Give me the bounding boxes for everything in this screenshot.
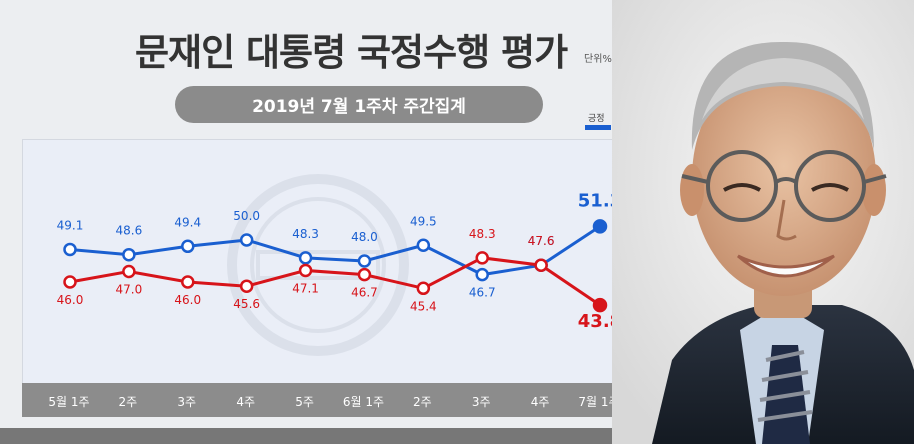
legend-positive-swatch	[585, 125, 611, 130]
series-positive-value-label: 49.5	[410, 214, 437, 228]
series-negative-point	[298, 263, 313, 278]
series-positive-value-label: 46.7	[469, 286, 496, 300]
series-positive-point	[298, 251, 313, 265]
legend-positive-label: 긍정	[588, 114, 605, 124]
series-positive-point	[239, 233, 254, 247]
series-negative-value-label: 46.0	[174, 293, 201, 307]
series-negative-point	[534, 258, 548, 272]
x-tick-label: 5주	[295, 395, 314, 409]
series-positive-point	[63, 242, 77, 257]
series-negative-point	[239, 279, 254, 293]
series-negative-value-label: 47.0	[116, 283, 143, 297]
series-positive-point	[181, 239, 195, 254]
series-negative-point	[592, 297, 608, 313]
series-positive-line	[69, 225, 601, 277]
subtitle-pill: 2019년 7월 1주차 주간집계	[175, 86, 543, 123]
series-negative-point	[63, 275, 77, 289]
x-tick-label: 3주	[177, 395, 196, 409]
series-positive-point	[357, 254, 372, 268]
series-negative-value-label: 47.6	[528, 234, 555, 248]
x-axis-band	[22, 383, 634, 417]
x-tick-label: 7월 1주	[578, 395, 619, 409]
series-positive-point	[416, 238, 431, 252]
series-positive-value-label: 48.6	[116, 224, 143, 238]
series-positive-point	[475, 267, 489, 282]
series-negative-value-label: 43.8	[578, 311, 622, 332]
series-positive-value-label: 48.0	[351, 230, 378, 244]
x-tick-label: 3주	[472, 395, 491, 409]
series-negative-value-label: 48.3	[469, 227, 496, 241]
x-tick-label: 6월 1주	[343, 395, 384, 409]
series-positive-value-label: 50.0	[233, 209, 260, 223]
x-tick-label: 2주	[413, 395, 432, 409]
series-negative-value-label: 46.0	[57, 293, 84, 307]
series-positive-point	[592, 219, 608, 234]
series-positive-value-label: 48.3	[292, 227, 319, 241]
x-tick-label: 4주	[531, 395, 550, 409]
series-negative-value-label: 45.6	[233, 297, 260, 311]
unit-label: 단위%	[584, 54, 612, 65]
series-negative-point	[357, 267, 372, 282]
series-positive-value-label: 49.1	[57, 218, 84, 232]
series-negative-point	[416, 281, 431, 296]
x-tick-label: 2주	[119, 395, 138, 409]
series-positive-value-label: 47.6	[528, 234, 555, 248]
series-negative-point	[181, 275, 195, 289]
x-tick-label: 4주	[236, 395, 255, 409]
series-positive-value-label: 51.3	[578, 190, 622, 211]
series-negative-point	[122, 264, 136, 279]
president-portrait-icon	[612, 0, 914, 444]
x-tick-label: 5월 1주	[48, 395, 89, 409]
series-negative-line	[69, 256, 601, 307]
series-negative-value-label: 47.1	[292, 281, 319, 295]
series-positive-point	[122, 247, 136, 262]
watermark-seal	[227, 174, 409, 356]
series-negative-value-label: 46.7	[351, 286, 378, 300]
series-positive-value-label: 49.4	[174, 215, 201, 229]
page-title: 문재인 대통령 국정수행 평가	[135, 31, 568, 74]
series-negative-value-label: 45.4	[410, 299, 437, 313]
series-negative-point	[475, 251, 489, 265]
